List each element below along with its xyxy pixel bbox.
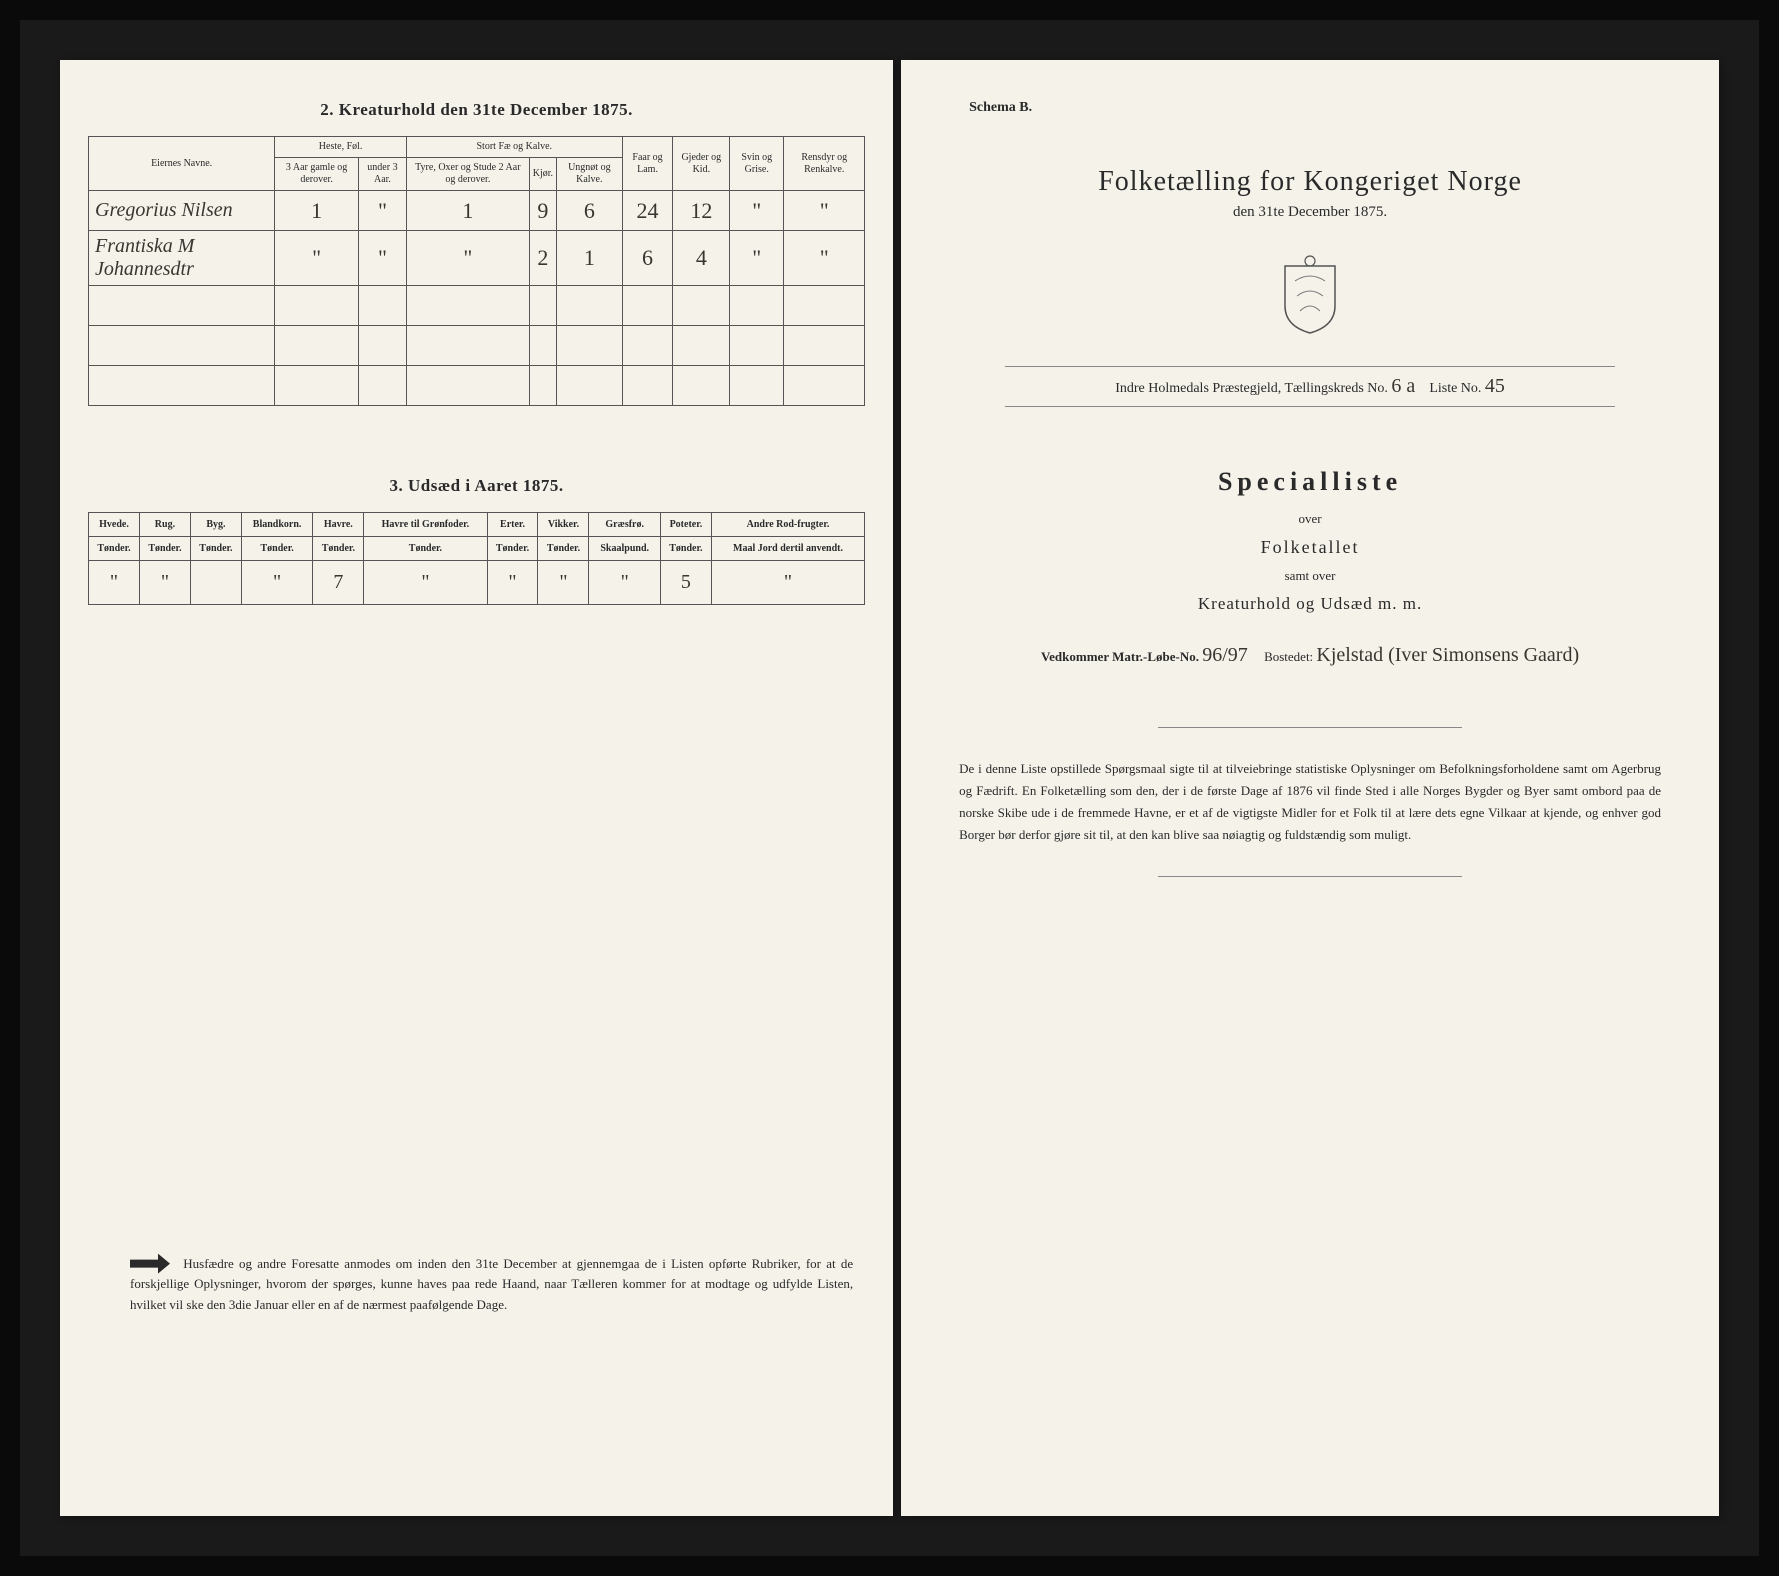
th-name: Eiernes Navne. (89, 137, 275, 191)
th-rensdyr: Rensdyr og Renkalve. (784, 137, 865, 191)
vedkommer-line: Vedkommer Matr.-Løbe-No. 96/97 Bostedet:… (929, 644, 1691, 667)
pointer-icon (130, 1254, 170, 1274)
divider (1158, 727, 1463, 728)
table-row (89, 286, 865, 326)
table-row: " " " 7 " " " " 5 " (89, 561, 865, 605)
th-stort2: Kjør. (529, 158, 556, 191)
kreaturhold-table: Eiernes Navne. Heste, Føl. Stort Fæ og K… (88, 136, 865, 406)
sub-date: den 31te December 1875. (929, 204, 1691, 221)
th-gjeder: Gjeder og Kid. (673, 137, 730, 191)
over-label: over (929, 511, 1691, 527)
th-heste: Heste, Føl. (275, 137, 407, 158)
table-row: Frantiska M Johannesdtr " " " 2 1 6 4 " … (89, 231, 865, 286)
th-heste2: under 3 Aar. (358, 158, 406, 191)
coat-of-arms-icon (1275, 251, 1345, 336)
schema-label: Schema B. (969, 100, 1691, 116)
th-stort1: Tyre, Oxer og Stude 2 Aar og derover. (406, 158, 529, 191)
section2-title: 2. Kreaturhold den 31te December 1875. (88, 100, 865, 120)
th-svin: Svin og Grise. (730, 137, 784, 191)
table-row: Gregorius Nilsen 1 " 1 9 6 24 12 " " (89, 191, 865, 231)
samt-label: samt over (929, 568, 1691, 584)
th-faar: Faar og Lam. (622, 137, 673, 191)
table-row (89, 366, 865, 406)
right-footer-note: De i denne Liste opstillede Spørgsmaal s… (929, 758, 1691, 846)
main-title: Folketælling for Kongeriget Norge (929, 166, 1691, 198)
scan-frame: 2. Kreaturhold den 31te December 1875. E… (20, 20, 1759, 1556)
th-stort: Stort Fæ og Kalve. (406, 137, 622, 158)
kreatur-label: Kreaturhold og Udsæd m. m. (929, 594, 1691, 614)
th-heste1: 3 Aar gamle og derover. (275, 158, 359, 191)
section3-title: 3. Udsæd i Aaret 1875. (88, 476, 865, 496)
district-line: Indre Holmedals Præstegjeld, Tællingskre… (1005, 366, 1615, 407)
left-page: 2. Kreaturhold den 31te December 1875. E… (60, 60, 893, 1516)
specialliste-title: Specialliste (929, 467, 1691, 497)
table-row (89, 326, 865, 366)
right-page: Schema B. Folketælling for Kongeriget No… (901, 60, 1719, 1516)
left-footer-note: Husfædre og andre Foresatte anmodes om i… (130, 1254, 853, 1316)
divider (1158, 876, 1463, 877)
folketallet-label: Folketallet (929, 537, 1691, 558)
udsaed-table: Hvede. Rug. Byg. Blandkorn. Havre. Havre… (88, 512, 865, 605)
th-stort3: Ungnøt og Kalve. (557, 158, 623, 191)
